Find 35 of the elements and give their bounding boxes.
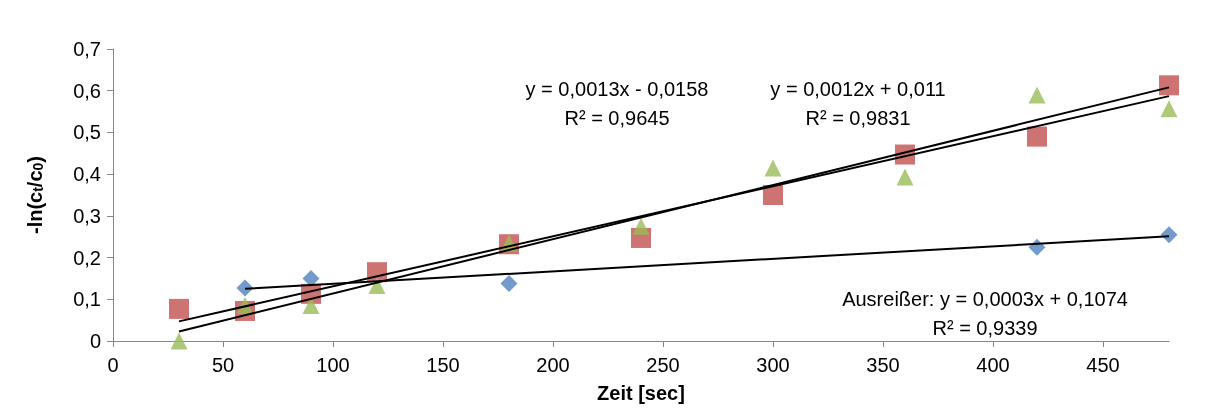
point [1159, 75, 1179, 96]
annotation: y = 0,0012x + 0,011 R² = 0,9831 [770, 77, 946, 129]
y-tick-label: 0,1 [73, 288, 101, 311]
x-tick-label: 0 [107, 354, 119, 376]
y-tick-label: 0,6 [73, 79, 101, 102]
x-tick-label: 200 [536, 354, 570, 376]
y-tick-label: 0 [89, 330, 101, 352]
y-tick-label: 0,4 [73, 163, 101, 186]
x-tick-label: 250 [646, 354, 680, 376]
y-tick-label: 0,7 [73, 38, 101, 60]
point [632, 217, 650, 235]
annotation: y = 0,0013x - 0,0158 R² = 0,9645 [525, 77, 709, 129]
annotation: Ausreißer: y = 0,0003x + 0,1074 R² = 0,9339 [842, 287, 1128, 339]
point [1027, 126, 1047, 147]
point [1028, 86, 1046, 104]
x-tick-label: 100 [316, 354, 350, 376]
point [764, 159, 782, 177]
x-tick-label: 50 [211, 354, 235, 376]
point [169, 298, 189, 319]
point [302, 297, 320, 315]
point [500, 274, 518, 292]
point [896, 168, 914, 186]
y-tick-label: 0,3 [73, 204, 101, 227]
x-tick-label: 450 [1086, 354, 1120, 376]
y-tick-label: 0,2 [73, 246, 101, 269]
x-tick-label: 150 [426, 354, 460, 376]
x-axis-title: Zeit [sec] [597, 382, 685, 404]
point [1160, 100, 1178, 118]
x-tick-label: 300 [756, 354, 790, 376]
x-tick-label: 400 [976, 354, 1010, 376]
y-tick-label: 0,5 [73, 121, 101, 144]
x-tick-label: 350 [866, 354, 900, 376]
point [1160, 226, 1178, 244]
point [170, 332, 188, 350]
point [302, 269, 320, 287]
